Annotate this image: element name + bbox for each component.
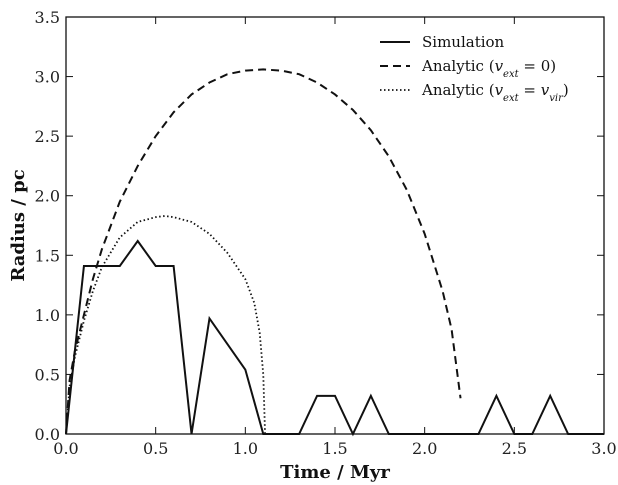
y-axis-label: Radius / pc — [8, 169, 29, 281]
x-tick-label: 3.0 — [591, 439, 616, 458]
x-tick-label: 2.5 — [502, 439, 527, 458]
x-tick-label: 1.5 — [322, 439, 347, 458]
y-tick-label: 2.0 — [35, 187, 60, 206]
y-tick-label: 1.0 — [35, 306, 60, 325]
legend-label: Simulation — [422, 33, 505, 51]
series-line-solid — [65, 239, 604, 437]
x-tick-label: 0.0 — [53, 439, 78, 458]
y-tick-label: 0.5 — [35, 365, 60, 384]
legend-label: Analytic (vext = vvir) — [421, 81, 569, 104]
y-tick-label: 3.5 — [35, 8, 60, 27]
y-tick-label: 2.5 — [35, 127, 60, 146]
series-line-dotted — [65, 215, 266, 435]
y-tick-label: 3.0 — [35, 68, 60, 87]
x-axis-label: Time / Myr — [280, 462, 390, 483]
legend-label: Analytic (vext = 0) — [421, 57, 556, 80]
x-tick-label: 1.0 — [233, 439, 258, 458]
x-tick-label: 2.0 — [412, 439, 437, 458]
x-tick-label: 0.5 — [143, 439, 168, 458]
plot-frame — [65, 16, 605, 435]
y-tick-label: 1.5 — [35, 246, 60, 265]
series-line-dashed — [65, 68, 462, 435]
y-tick-label: 0.0 — [35, 425, 60, 444]
